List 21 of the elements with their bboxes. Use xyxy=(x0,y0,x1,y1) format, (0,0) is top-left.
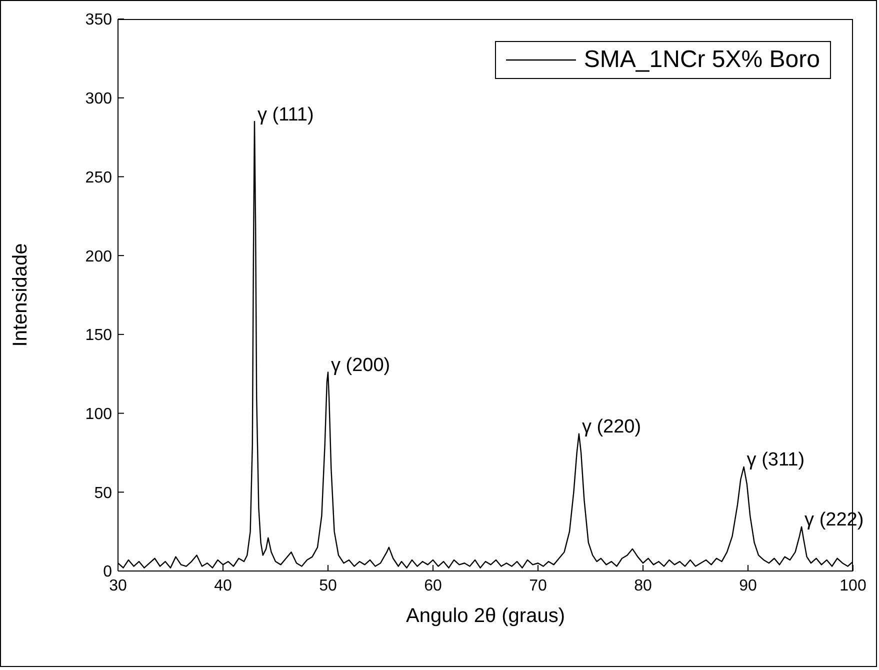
legend-label: SMA_1NCr 5X% Boro xyxy=(584,46,820,74)
annotation: γ (200) xyxy=(331,355,390,376)
x-tick-label: 60 xyxy=(424,577,442,594)
annotation: γ (111) xyxy=(258,104,314,126)
y-tick-label: 150 xyxy=(85,327,112,344)
x-axis-title: Angulo 2θ (graus) xyxy=(405,605,566,628)
annotation: γ (311) xyxy=(746,450,805,471)
y-tick-label: 250 xyxy=(85,169,112,186)
y-tick-label: 50 xyxy=(94,484,112,502)
x-tick-label: 50 xyxy=(319,577,337,594)
x-tick-label: 90 xyxy=(739,577,757,594)
y-tick-label: 200 xyxy=(85,248,112,266)
y-axis-title: Intensidade xyxy=(10,243,32,347)
y-tick-label: 300 xyxy=(85,90,112,108)
x-tick-label: 100 xyxy=(840,577,866,594)
x-tick-label: 40 xyxy=(214,577,232,594)
annotation: γ (220) xyxy=(582,416,642,438)
y-tick-label: 350 xyxy=(85,12,112,29)
x-tick-label: 80 xyxy=(634,577,652,594)
y-tick-label: 100 xyxy=(85,406,112,423)
x-tick-label: 70 xyxy=(529,577,547,594)
